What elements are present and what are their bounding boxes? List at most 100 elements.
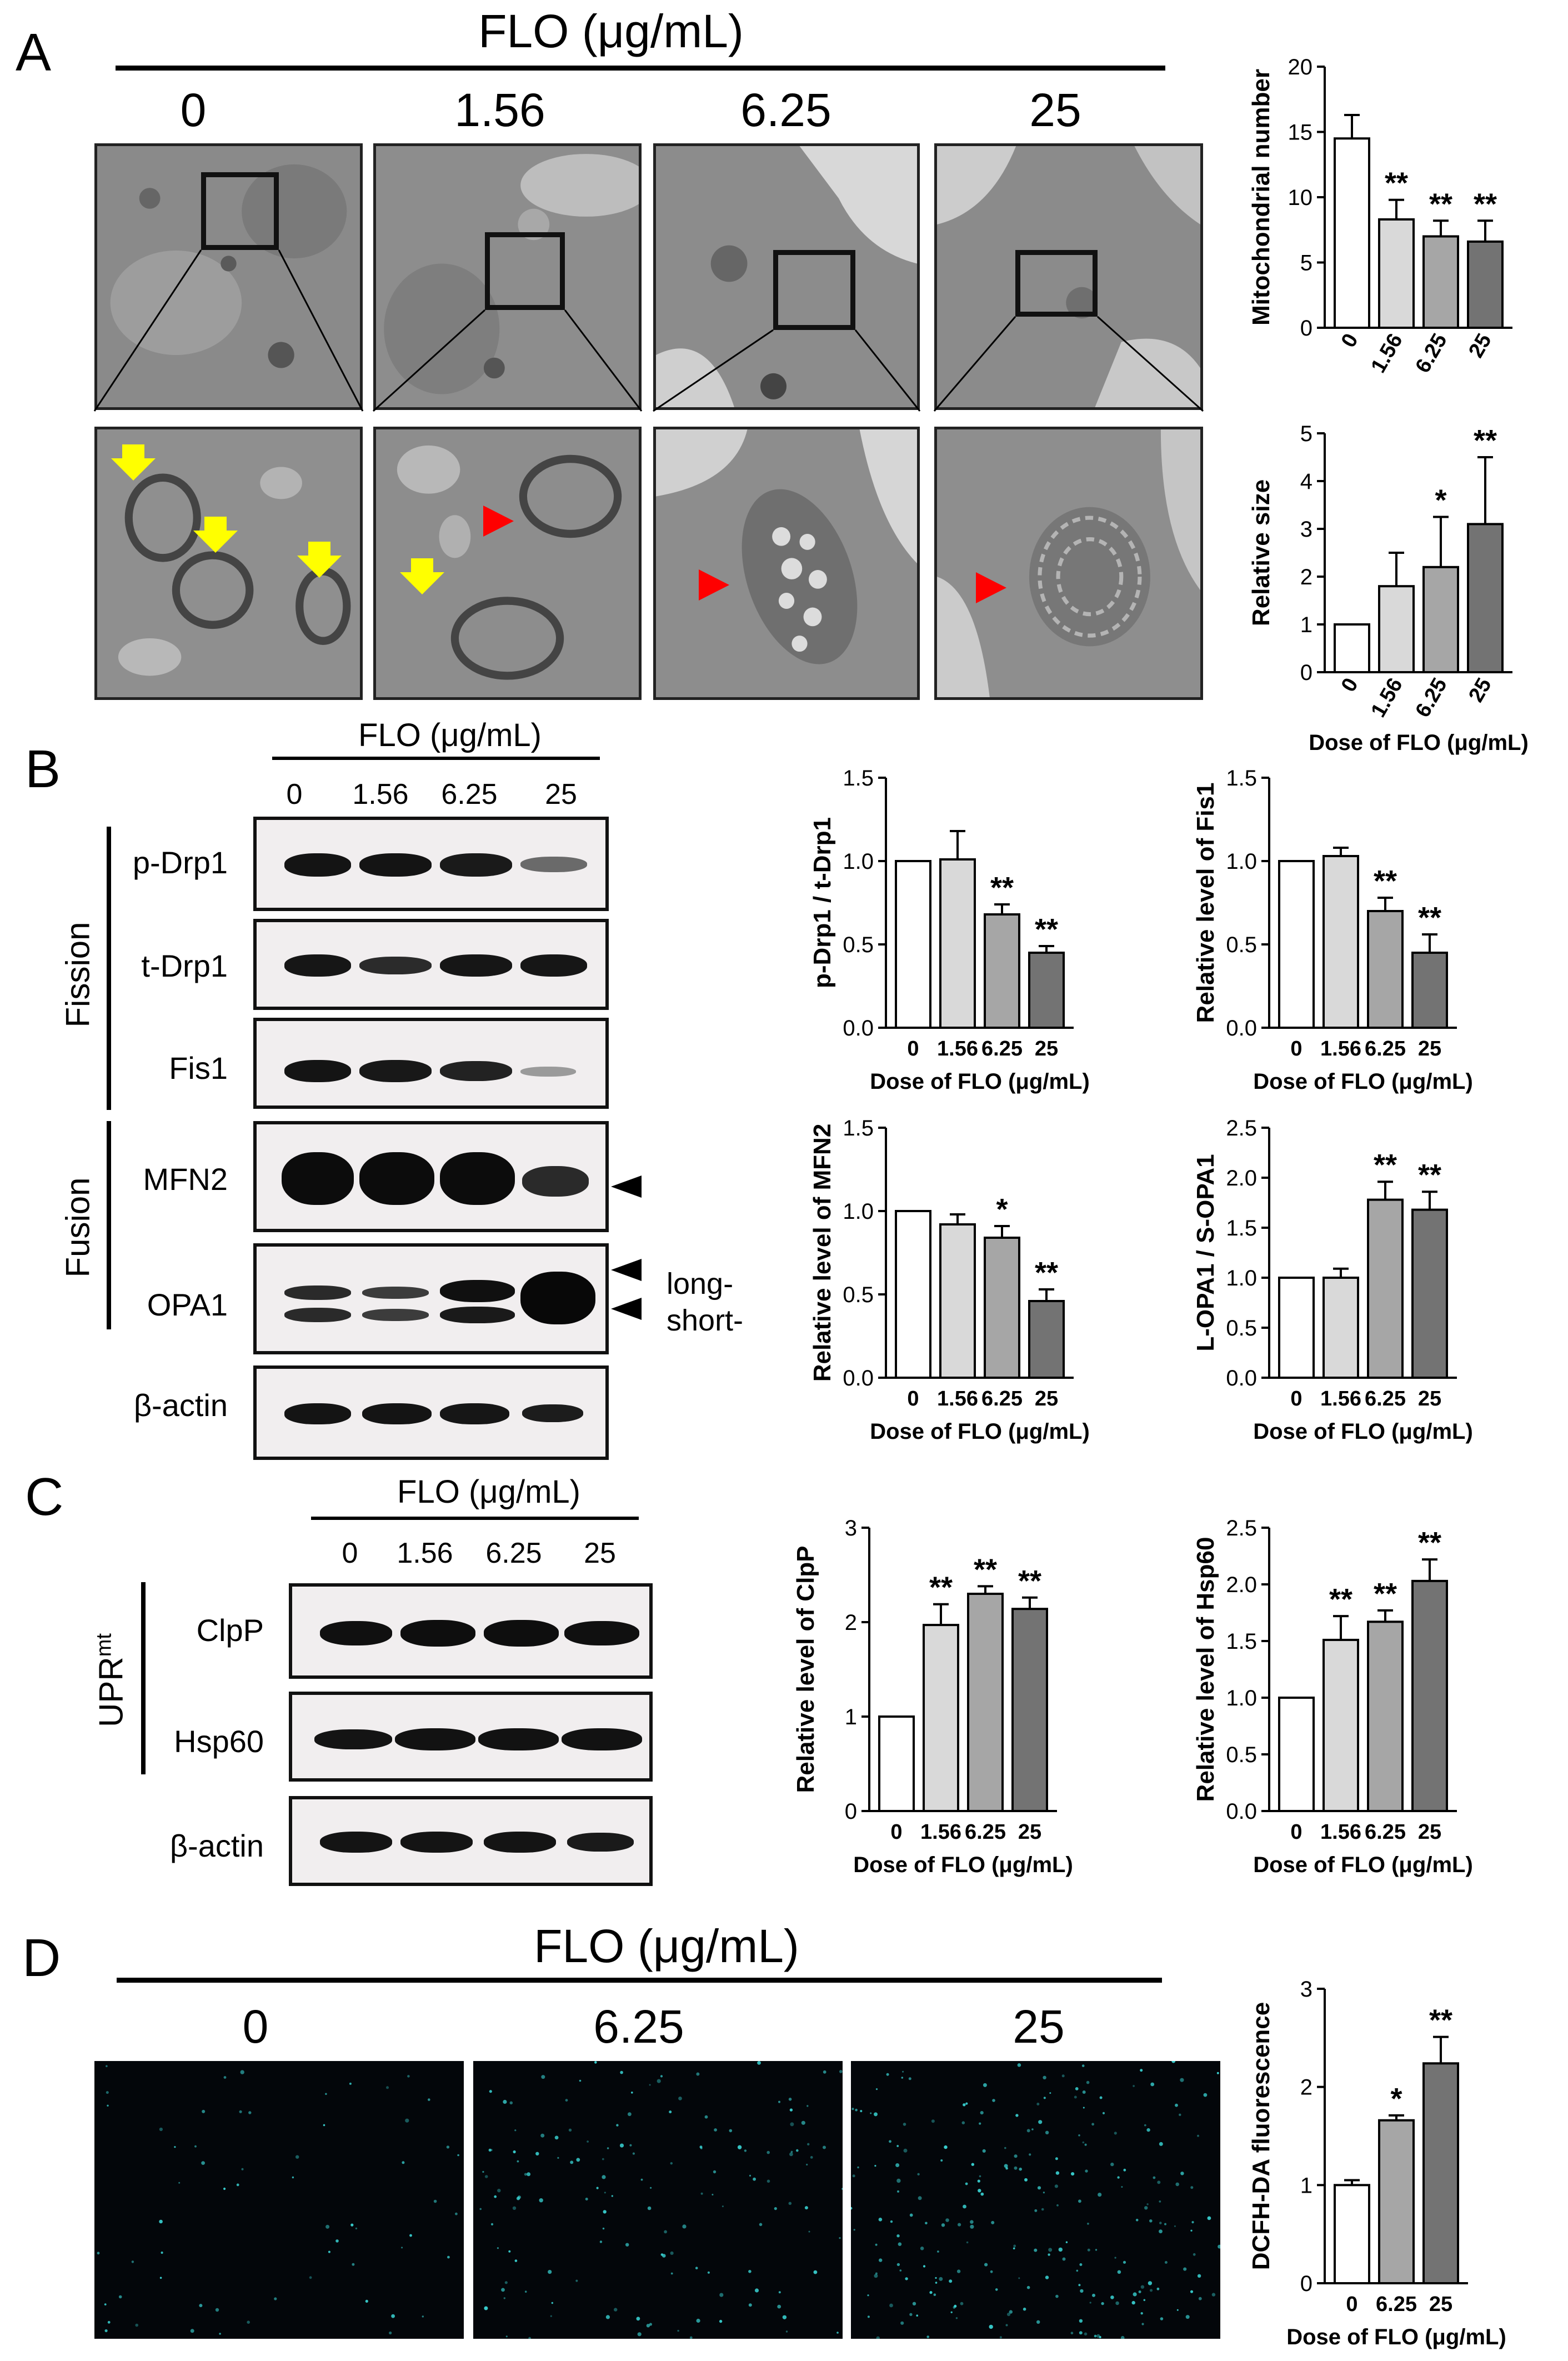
fluo-dot <box>1071 2172 1075 2176</box>
fluo-dot <box>670 2162 673 2165</box>
fluo-dot <box>980 2192 984 2196</box>
fluo-dot <box>107 2104 109 2107</box>
fluo-dot <box>917 2173 920 2175</box>
protein-label-hsp60: Hsp60 <box>174 1724 264 1759</box>
bar <box>1322 1638 1359 1813</box>
em-zoom-box-3 <box>1015 250 1098 317</box>
fluo-dot <box>602 2175 606 2179</box>
fluo-dot <box>174 2146 176 2148</box>
x-axis-label: Dose of FLO (μg/mL) <box>853 1853 1073 1877</box>
panel-c-title: FLO (μg/mL) <box>397 1474 580 1510</box>
y-tick-label: 0 <box>1300 316 1312 341</box>
x-tick-label: 25 <box>1464 330 1496 362</box>
fluo-dot <box>1144 2206 1148 2210</box>
x-tick-label: 1.56 <box>1320 1387 1361 1410</box>
fluo-dot <box>190 2329 194 2333</box>
significance-label: ** <box>1374 864 1397 898</box>
fluo-dot <box>789 2152 793 2157</box>
fluo-dot <box>159 2219 163 2224</box>
fluo-dot <box>1138 2290 1141 2293</box>
fluo-dots <box>97 2065 459 2335</box>
fluo-dot <box>640 2178 643 2181</box>
protein-label-mfn2: MFN2 <box>143 1162 228 1197</box>
bar <box>939 858 976 1029</box>
panel-letter-a: A <box>16 23 52 82</box>
y-tick-label: 3 <box>845 1516 857 1540</box>
fluo-dot <box>1114 2257 1116 2259</box>
y-axis-label: Relative level of ClpP <box>792 1545 819 1793</box>
fluo-dot <box>963 2103 966 2107</box>
fluo-dot <box>788 2202 792 2205</box>
panel-a-dose-2: 6.25 <box>740 84 831 136</box>
fluo-dot <box>248 2111 252 2114</box>
x-axis-label: Dose of FLO (μg/mL) <box>870 1069 1090 1094</box>
fluo-dot <box>335 2239 339 2243</box>
y-tick-label: 2.5 <box>1226 1116 1257 1141</box>
fluo-dot <box>575 2279 578 2282</box>
fluo-dot <box>539 2198 543 2203</box>
panel-d-title-rule <box>117 1978 1162 1983</box>
fluo-dot <box>979 2122 981 2125</box>
fluo-dot <box>447 2255 450 2259</box>
y-tick-label: 1.0 <box>1226 849 1257 874</box>
panel-a-dose-1: 1.56 <box>454 84 545 136</box>
fluo-dot <box>916 2314 918 2317</box>
y-axis-label: DCFH-DA fluorescence <box>1248 2002 1275 2270</box>
fluo-dot <box>1023 2307 1026 2311</box>
panel-c-dose-0: 0 <box>342 1537 358 1569</box>
fluo-dot <box>106 2091 109 2094</box>
fluo-dot <box>941 2223 945 2227</box>
fluo-dot <box>896 2178 901 2183</box>
chart-svg: 0 5 10 15 20 Mitochondrial number 0 ** 1.56 ** 6.2… <box>1248 55 1512 377</box>
fluo-dot <box>939 2277 943 2281</box>
bar <box>967 1593 1004 1812</box>
fluo-dot <box>1164 2261 1168 2264</box>
fluo-dot <box>568 2128 572 2132</box>
y-tick-label: 4 <box>1300 469 1312 494</box>
fluo-dot <box>1198 2297 1202 2300</box>
fluo-dot <box>857 2166 859 2169</box>
y-tick-label: 0.5 <box>1226 933 1257 957</box>
fluo-dot <box>365 2299 368 2303</box>
fluo-dot <box>744 2149 747 2152</box>
fluo-dot <box>999 2336 1002 2339</box>
significance-label: ** <box>1374 1148 1397 1182</box>
y-tick-label: 1.0 <box>1226 1266 1257 1290</box>
fluo-dot <box>505 2335 508 2338</box>
fluo-dot <box>528 2337 531 2339</box>
fluo-dot <box>1024 2178 1028 2182</box>
fluo-dot <box>971 2163 974 2166</box>
fluo-dot <box>488 2148 492 2152</box>
fluo-dot <box>908 2077 911 2080</box>
x-axis-label: Dose of FLO (μg/mL) <box>1309 731 1529 755</box>
panel-c-dose-2: 6.25 <box>485 1537 542 1569</box>
x-tick-label: 6.25 <box>1376 2293 1417 2316</box>
fluo-dot <box>754 2288 759 2293</box>
y-tick-label: 0.5 <box>843 933 874 957</box>
blot-clpp <box>289 1583 653 1679</box>
y-tick-label: 1 <box>1300 613 1312 637</box>
y-tick-label: 3 <box>1300 517 1312 542</box>
fluo-dot <box>958 2223 961 2227</box>
fluo-dot <box>664 2230 667 2234</box>
fluo-dot <box>587 2140 589 2143</box>
fluo-dot <box>713 2170 717 2174</box>
fluo-dot <box>1058 2247 1063 2252</box>
fluo-dot <box>1026 2129 1030 2133</box>
fluo-dot <box>517 2160 519 2163</box>
fluo-dot <box>215 2308 219 2312</box>
blot-mfn2 <box>253 1121 609 1232</box>
fluo-dot <box>926 2335 929 2338</box>
fluo-dot <box>1193 2253 1196 2256</box>
panel-b-title-rule <box>272 757 600 760</box>
uprmt-bracket <box>141 1582 146 1774</box>
y-tick-label: 1.0 <box>843 849 874 874</box>
chart-mfn2: 0.0 0.5 1.0 1.5 Relative level of MFN2 0 1.56 *… <box>794 1106 1161 1450</box>
fluo-dot <box>631 2092 633 2094</box>
fluo-dot <box>1095 2249 1098 2251</box>
x-tick-label: 6.25 <box>1411 674 1451 722</box>
fluo-dot <box>512 2206 517 2210</box>
em-zoom-3 <box>934 427 1203 700</box>
fluo-dot <box>484 2306 488 2310</box>
em-zoom-2 <box>653 427 920 700</box>
